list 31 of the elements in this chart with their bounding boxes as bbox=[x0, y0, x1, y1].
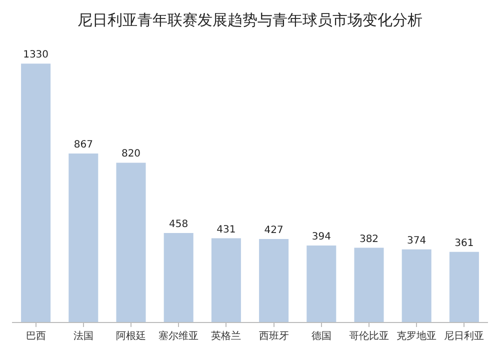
data-label: 820 bbox=[121, 148, 141, 160]
bar bbox=[449, 252, 479, 322]
x-tick-label: 塞尔维亚 bbox=[158, 330, 199, 342]
data-label: 431 bbox=[216, 224, 236, 236]
x-tick-label: 克罗地亚 bbox=[396, 330, 437, 342]
bar bbox=[21, 64, 51, 322]
x-tick-label: 哥伦比亚 bbox=[349, 330, 389, 342]
data-label: 374 bbox=[407, 235, 426, 246]
bar bbox=[116, 162, 146, 322]
bar bbox=[402, 249, 432, 322]
x-tick-label: 阿根廷 bbox=[116, 330, 146, 342]
bar bbox=[354, 248, 384, 322]
bar bbox=[259, 239, 289, 322]
data-label: 458 bbox=[169, 219, 188, 230]
chart-title: 尼日利亚青年联赛发展趋势与青年球员市场变化分析 bbox=[78, 10, 422, 29]
data-label: 394 bbox=[312, 231, 331, 242]
data-label: 427 bbox=[264, 225, 284, 236]
bar bbox=[306, 245, 336, 322]
bar bbox=[164, 233, 194, 322]
x-tick-label: 尼日利亚 bbox=[444, 330, 484, 342]
bar bbox=[211, 238, 241, 322]
x-tick-label: 巴西 bbox=[26, 331, 46, 342]
x-tick-label: 西班牙 bbox=[258, 330, 289, 342]
x-tick-label: 法国 bbox=[73, 330, 94, 342]
data-label: 867 bbox=[74, 140, 93, 151]
data-label: 1330 bbox=[23, 50, 49, 61]
data-label: 361 bbox=[454, 238, 474, 249]
x-tick-label: 英格兰 bbox=[211, 330, 242, 342]
data-label: 382 bbox=[359, 234, 379, 245]
x-tick-label: 德国 bbox=[311, 331, 332, 342]
bar bbox=[68, 154, 98, 322]
